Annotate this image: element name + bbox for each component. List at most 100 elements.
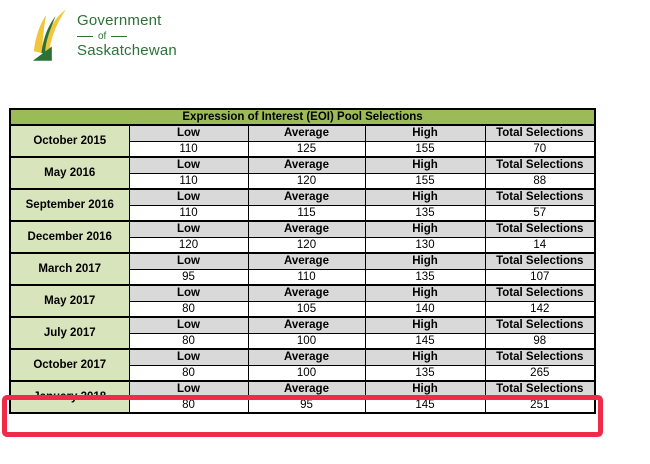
col-header-total-selections: Total Selections <box>484 220 596 238</box>
high-value: 135 <box>364 204 486 222</box>
average-value: 125 <box>247 140 366 158</box>
total-selections-value: 57 <box>484 204 596 222</box>
period-group: October 2015 Low Average High Total Sele… <box>9 124 596 158</box>
low-value: 110 <box>128 172 249 190</box>
col-header-average: Average <box>247 156 366 174</box>
gov-sk-logo: Government of Saskatchewan <box>30 8 177 64</box>
period-label: December 2016 <box>9 220 130 254</box>
total-selections-value: 88 <box>484 172 596 190</box>
period-label: October 2017 <box>9 348 130 382</box>
value-row: 80 100 145 98 <box>10 332 596 350</box>
col-header-high: High <box>364 220 486 238</box>
low-value: 110 <box>128 140 249 158</box>
total-selections-value: 107 <box>484 268 596 286</box>
low-value: 80 <box>128 300 249 318</box>
average-value: 100 <box>247 364 366 382</box>
period-label: July 2017 <box>9 316 130 350</box>
col-header-high: High <box>364 156 486 174</box>
col-header-total-selections: Total Selections <box>484 348 596 366</box>
col-header-low: Low <box>128 348 249 366</box>
low-value: 80 <box>128 396 249 414</box>
average-value: 120 <box>247 172 366 190</box>
col-header-high: High <box>364 380 486 398</box>
col-header-low: Low <box>128 284 249 302</box>
value-row: 110 115 135 57 <box>10 204 596 222</box>
col-header-average: Average <box>247 188 366 206</box>
logo-dash-left <box>77 35 93 37</box>
period-label: May 2017 <box>9 284 130 318</box>
table-head: Expression of Interest (EOI) Pool Select… <box>9 108 596 126</box>
column-header-row: October 2015 Low Average High Total Sele… <box>9 124 596 158</box>
low-value: 80 <box>128 364 249 382</box>
column-header-row: May 2016 Low Average High Total Selectio… <box>9 156 596 190</box>
low-value: 120 <box>128 236 249 254</box>
value-row: 95 110 135 107 <box>10 268 596 286</box>
value-row: 110 125 155 70 <box>10 140 596 158</box>
col-header-total-selections: Total Selections <box>484 252 596 270</box>
col-header-high: High <box>364 348 486 366</box>
col-header-low: Low <box>128 156 249 174</box>
period-label: October 2015 <box>9 124 130 158</box>
col-header-low: Low <box>128 380 249 398</box>
average-value: 95 <box>247 396 366 414</box>
value-row: 80 100 135 265 <box>10 364 596 382</box>
col-header-total-selections: Total Selections <box>484 316 596 334</box>
average-value: 100 <box>247 332 366 350</box>
col-header-total-selections: Total Selections <box>484 156 596 174</box>
col-header-high: High <box>364 284 486 302</box>
average-value: 120 <box>247 236 366 254</box>
col-header-low: Low <box>128 124 249 142</box>
high-value: 155 <box>364 172 486 190</box>
col-header-high: High <box>364 188 486 206</box>
col-header-high: High <box>364 252 486 270</box>
col-header-average: Average <box>247 124 366 142</box>
col-header-average: Average <box>247 220 366 238</box>
period-label: March 2017 <box>9 252 130 286</box>
col-header-high: High <box>364 124 486 142</box>
col-header-low: Low <box>128 316 249 334</box>
total-selections-value: 98 <box>484 332 596 350</box>
period-group: May 2016 Low Average High Total Selectio… <box>9 156 596 190</box>
high-value: 140 <box>364 300 486 318</box>
col-header-total-selections: Total Selections <box>484 188 596 206</box>
logo-dash-right <box>111 35 128 37</box>
col-header-total-selections: Total Selections <box>484 284 596 302</box>
period-group: May 2017 Low Average High Total Selectio… <box>9 284 596 318</box>
column-header-row: December 2016 Low Average High Total Sel… <box>9 220 596 254</box>
high-value: 130 <box>364 236 486 254</box>
logo-wordmark: Government of Saskatchewan <box>77 12 177 59</box>
period-group: September 2016 Low Average High Total Se… <box>9 188 596 222</box>
total-selections-value: 70 <box>484 140 596 158</box>
value-row: 80 95 145 251 <box>10 396 596 414</box>
value-row: 120 120 130 14 <box>10 236 596 254</box>
value-row: 80 105 140 142 <box>10 300 596 318</box>
col-header-average: Average <box>247 380 366 398</box>
low-value: 80 <box>128 332 249 350</box>
logo-of-text: of <box>98 30 107 42</box>
table-title: Expression of Interest (EOI) Pool Select… <box>9 108 596 126</box>
column-header-row: October 2017 Low Average High Total Sele… <box>9 348 596 382</box>
period-group: March 2017 Low Average High Total Select… <box>9 252 596 286</box>
high-value: 135 <box>364 268 486 286</box>
high-value: 135 <box>364 364 486 382</box>
average-value: 105 <box>247 300 366 318</box>
period-label: January 2018 <box>9 380 130 414</box>
period-group: December 2016 Low Average High Total Sel… <box>9 220 596 254</box>
period-label: May 2016 <box>9 156 130 190</box>
column-header-row: January 2018 Low Average High Total Sele… <box>9 380 596 414</box>
low-value: 95 <box>128 268 249 286</box>
column-header-row: March 2017 Low Average High Total Select… <box>9 252 596 286</box>
col-header-average: Average <box>247 284 366 302</box>
period-group: October 2017 Low Average High Total Sele… <box>9 348 596 382</box>
wheat-sheaf-icon <box>32 9 67 61</box>
period-label: September 2016 <box>9 188 130 222</box>
period-group: January 2018 Low Average High Total Sele… <box>9 380 596 414</box>
period-group: July 2017 Low Average High Total Selecti… <box>9 316 596 350</box>
col-header-total-selections: Total Selections <box>484 124 596 142</box>
col-header-average: Average <box>247 316 366 334</box>
col-header-high: High <box>364 316 486 334</box>
col-header-low: Low <box>128 252 249 270</box>
column-header-row: September 2016 Low Average High Total Se… <box>9 188 596 222</box>
total-selections-value: 251 <box>484 396 596 414</box>
